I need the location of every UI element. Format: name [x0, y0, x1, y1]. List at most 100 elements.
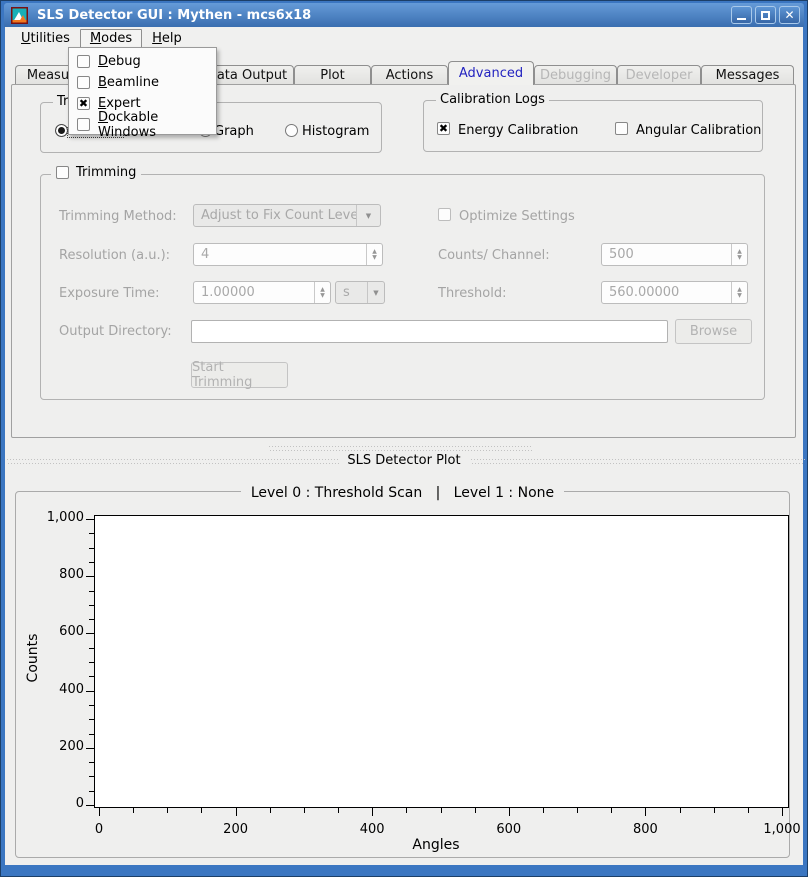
spin-arrows-icon: ▲ ▼	[366, 244, 382, 265]
y-tick-label: 0	[75, 796, 84, 811]
tab-actions[interactable]: Actions	[371, 65, 448, 84]
tab-debugging: Debugging	[534, 65, 617, 84]
x-minor-tick	[303, 808, 305, 813]
menu-utilities[interactable]: Utilities	[21, 31, 70, 46]
y-tick-label: 1,000	[46, 510, 84, 525]
radio-graph-label: Graph	[214, 124, 254, 139]
x-minor-tick	[474, 808, 476, 813]
counts-channel-label: Counts/ Channel:	[438, 248, 550, 263]
close-button[interactable]: ✕	[779, 6, 800, 24]
x-minor-tick	[201, 808, 203, 813]
menu-item-expert[interactable]: Expert	[69, 93, 216, 114]
x-tick-label: 400	[359, 822, 385, 837]
trim-plot-radio-histogram[interactable]	[285, 124, 298, 137]
y-tick	[86, 690, 94, 692]
x-tick-label: 0	[94, 822, 104, 837]
titlebar[interactable]: SLS Detector GUI : Mythen - mcs6x18 ✕	[4, 3, 804, 27]
close-icon: ✕	[784, 8, 795, 22]
x-axis-label: Angles	[412, 837, 460, 853]
x-minor-tick	[133, 808, 135, 813]
maximize-icon	[761, 10, 770, 20]
minimize-icon	[737, 18, 746, 20]
x-minor-tick	[542, 808, 544, 813]
radio-histogram-label: Histogram	[302, 124, 370, 139]
tab-messages[interactable]: Messages	[701, 65, 794, 84]
y-tick-label: 200	[59, 738, 84, 754]
spin-arrows-icon: ▲ ▼	[314, 282, 330, 303]
spin-arrows-icon: ▲ ▼	[731, 244, 747, 265]
maximize-button[interactable]	[755, 6, 776, 24]
x-minor-tick	[713, 808, 715, 813]
tab-plot[interactable]: Plot	[294, 65, 371, 84]
resolution-value: 4	[201, 247, 210, 262]
calibration-logs-title: Calibration Logs	[436, 92, 549, 107]
trimming-group-title[interactable]: Trimming	[51, 165, 142, 180]
y-tick-label: 600	[59, 624, 84, 640]
minimize-button[interactable]	[731, 6, 752, 24]
app-icon[interactable]	[11, 6, 28, 24]
exposure-time-label: Exposure Time:	[59, 286, 160, 301]
menu-item-label: Debug	[98, 54, 141, 69]
y-minor-tick	[89, 704, 94, 706]
x-tick	[508, 808, 510, 816]
output-directory-input[interactable]	[191, 320, 668, 343]
trimming-group: Trimming Trimming Method: Adjust to Fix …	[40, 165, 765, 400]
tab-developer: Developer	[617, 65, 701, 84]
plot-canvas[interactable]	[94, 515, 789, 808]
dock-handle-left[interactable]	[7, 459, 339, 465]
resolution-label: Resolution (a.u.):	[59, 248, 171, 263]
trimming-enable-checkbox[interactable]	[56, 166, 69, 179]
y-minor-tick	[89, 547, 94, 549]
menu-item-label: Beamline	[98, 75, 160, 90]
counts-channel-spinbox: 500 ▲ ▼	[601, 243, 748, 266]
plot-group: Level 0 : Threshold Scan | Level 1 : Non…	[15, 485, 801, 858]
dock-handle-right[interactable]	[471, 459, 805, 465]
plot-scan-title: Level 0 : Threshold Scan | Level 1 : Non…	[16, 482, 789, 501]
menu-item-label: Dockable Windows	[98, 109, 159, 140]
tab-advanced[interactable]: Advanced	[448, 61, 534, 85]
x-tick	[99, 808, 100, 816]
angular-calibration-checkbox[interactable]	[615, 122, 628, 135]
checkbox-icon	[77, 118, 90, 131]
y-minor-tick	[89, 762, 94, 764]
x-minor-tick	[406, 808, 408, 813]
browse-button: Browse	[675, 319, 752, 344]
y-minor-tick	[89, 719, 94, 721]
exposure-unit-combobox: s ▼	[335, 281, 385, 304]
energy-calibration-checkbox[interactable]	[437, 122, 450, 135]
menu-help[interactable]: Help	[152, 31, 182, 46]
tab-data-output[interactable]: Data Output	[200, 65, 294, 84]
y-tick-label: 800	[59, 567, 84, 583]
y-minor-tick	[89, 604, 94, 606]
x-tick	[372, 808, 374, 816]
x-tick	[235, 808, 237, 816]
trimming-method-label: Trimming Method:	[59, 209, 177, 224]
menu-item-debug[interactable]: Debug	[69, 51, 216, 72]
checkbox-icon	[77, 76, 90, 89]
start-trimming-button: Start Trimming	[191, 360, 288, 390]
y-minor-tick	[89, 676, 94, 678]
y-minor-tick	[89, 733, 94, 735]
y-minor-tick	[89, 790, 94, 792]
splitter-handle[interactable]	[269, 446, 532, 452]
calibration-logs-group: Calibration Logs Energy Calibration Angu…	[423, 92, 763, 152]
angular-calibration-label: Angular Calibration	[636, 123, 762, 138]
menubar: Utilities Modes Help	[5, 27, 803, 50]
trimming-group-label: Trimming	[76, 165, 137, 180]
y-minor-tick	[89, 647, 94, 649]
x-minor-tick	[611, 808, 613, 813]
y-minor-tick	[89, 662, 94, 663]
exposure-time-value: 1.00000	[201, 285, 255, 300]
menu-modes[interactable]: Modes	[79, 29, 143, 48]
menu-item-dockable-windows[interactable]: Dockable Windows	[69, 110, 216, 140]
x-minor-tick	[747, 808, 749, 813]
x-tick-label: 800	[632, 822, 658, 837]
y-minor-tick	[89, 619, 94, 621]
threshold-spinbox: 560.00000 ▲ ▼	[601, 281, 748, 304]
menu-item-beamline[interactable]: Beamline	[69, 72, 216, 93]
trimming-method-value: Adjust to Fix Count Level	[201, 208, 356, 223]
plot-dock-title: SLS Detector Plot	[347, 453, 461, 468]
x-tick-label: 200	[223, 822, 248, 837]
